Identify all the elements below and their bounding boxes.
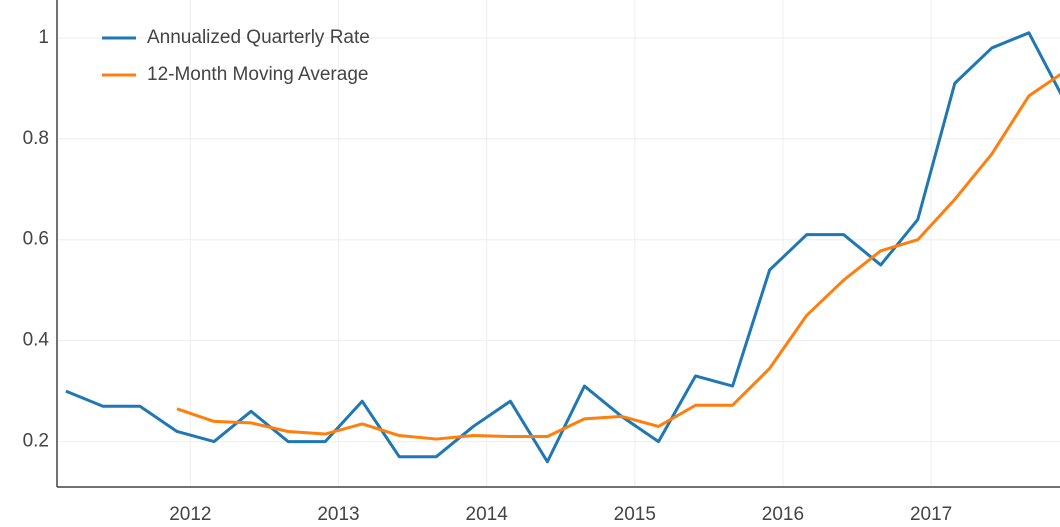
axes: 0.2 0.4 0.6 0.8 1 2012 2013 2014 2015 2016 2017 bbox=[23, 0, 1060, 525]
legend-label: Annualized Quarterly Rate bbox=[147, 27, 370, 48]
legend: Annualized Quarterly Rate 12-Month Moving… bbox=[102, 27, 370, 85]
plot-area bbox=[65, 31, 1060, 464]
data-line bbox=[176, 72, 1060, 441]
x-tick-label: 2012 bbox=[169, 504, 211, 525]
y-tick-label: 0.2 bbox=[23, 431, 49, 452]
y-tick-label: 0.4 bbox=[23, 330, 50, 351]
x-tick-label: 2016 bbox=[762, 504, 804, 525]
x-tick-label: 2013 bbox=[317, 504, 359, 525]
grid bbox=[57, 0, 1060, 487]
legend-label: 12-Month Moving Average bbox=[147, 64, 368, 85]
x-tick-label: 2017 bbox=[910, 504, 952, 525]
x-tick-label: 2015 bbox=[614, 504, 656, 525]
x-tick-label: 2014 bbox=[466, 504, 509, 525]
y-tick-label: 0.6 bbox=[23, 229, 49, 250]
y-tick-label: 1 bbox=[38, 27, 49, 48]
data-line bbox=[65, 31, 1060, 464]
y-tick-label: 0.8 bbox=[23, 128, 49, 149]
